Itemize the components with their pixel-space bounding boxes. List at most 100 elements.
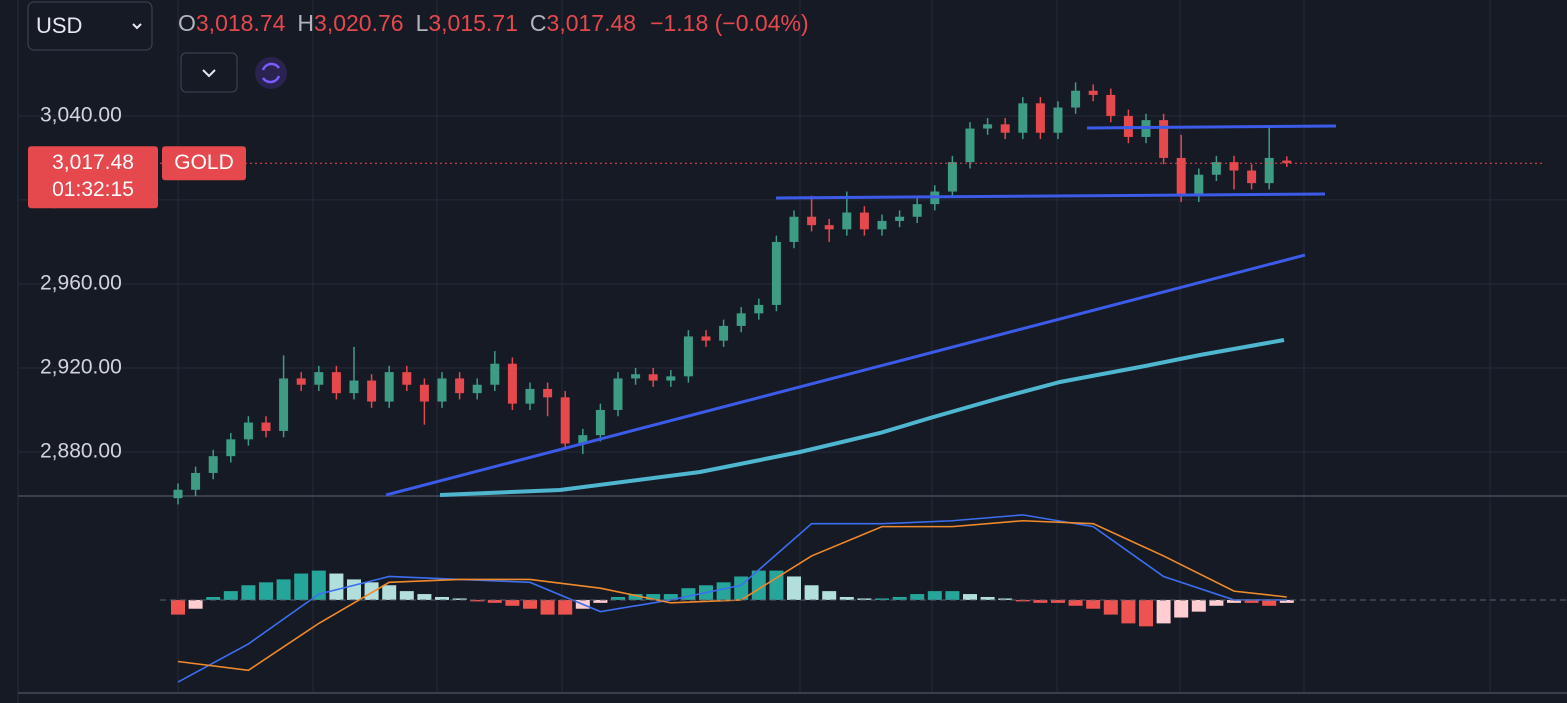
candle-body — [1053, 107, 1063, 133]
macd-histogram-bar — [1121, 599, 1136, 624]
collapse-icon — [202, 69, 216, 78]
candle-body — [983, 124, 993, 129]
macd-histogram-bar — [399, 591, 414, 600]
macd-histogram-bar — [1174, 599, 1189, 618]
candle-body — [243, 422, 253, 440]
resistance-line — [1086, 124, 1337, 130]
candle-body — [543, 388, 553, 398]
candle-body — [261, 422, 271, 431]
macd-histogram-bar — [223, 591, 238, 600]
candle-body — [455, 378, 465, 394]
macd-histogram-bar — [276, 579, 291, 600]
candle-body — [419, 384, 429, 402]
macd-histogram-bar — [505, 599, 520, 606]
currency: USD — [36, 13, 82, 38]
macd-histogram-bar — [1051, 599, 1065, 603]
y-tick-label: 2,960.00 — [40, 271, 122, 294]
candle-body — [912, 204, 922, 217]
macd-histogram-bar — [540, 599, 555, 615]
macd-histogram-bar — [1244, 599, 1259, 603]
refresh-button[interactable] — [255, 57, 287, 89]
support-line — [775, 192, 1326, 200]
candle-body — [965, 128, 975, 163]
candle-body — [1159, 120, 1169, 158]
candle-body — [1229, 162, 1239, 171]
macd-histogram-bar — [875, 598, 889, 600]
candle-body — [666, 376, 676, 381]
change: −1.18 (−0.04%) — [650, 10, 809, 36]
candle-body — [771, 241, 781, 305]
candle-body — [631, 374, 641, 379]
candle-body — [877, 220, 887, 230]
macd-line — [177, 514, 1287, 683]
candle-body — [349, 380, 359, 394]
macd-histogram-bar — [857, 598, 872, 600]
macd-histogram-bar — [787, 576, 801, 600]
candle-body — [1035, 103, 1045, 133]
macd-histogram-bar — [611, 596, 625, 600]
symbol-tag — [162, 146, 246, 181]
last-price-label: 3,017.48 — [52, 151, 134, 174]
macd-histogram-bar — [1262, 599, 1277, 606]
macd-histogram-bar — [1103, 599, 1118, 615]
macd-histogram-bar — [593, 599, 608, 603]
candle-body — [331, 372, 341, 394]
candle-body — [1194, 174, 1204, 196]
candle-body — [789, 216, 799, 242]
trend-line — [385, 253, 1306, 497]
candle-body — [736, 313, 746, 326]
select-arrow — [132, 23, 142, 30]
candle-body — [947, 162, 957, 192]
candle-body — [578, 435, 588, 444]
macd-histogram-bar — [1209, 599, 1224, 606]
candle-body — [208, 456, 218, 473]
candle-body — [560, 397, 570, 444]
candle-body — [1282, 160, 1292, 164]
collapse-button[interactable] — [180, 52, 238, 93]
candle-body — [1018, 103, 1028, 133]
candle-body — [226, 439, 236, 457]
candle-body — [402, 372, 412, 385]
macd-histogram-bar — [382, 585, 397, 600]
macd-histogram-bar — [1139, 599, 1153, 627]
candle-body — [472, 384, 482, 394]
macd-histogram-bar — [1068, 599, 1083, 606]
macd-histogram-bar — [769, 570, 784, 600]
currency-select[interactable] — [27, 1, 153, 51]
macd-histogram-bar — [646, 594, 661, 600]
macd-histogram-bar — [945, 591, 960, 600]
macd-histogram-bar — [347, 579, 361, 600]
candle-body — [367, 380, 377, 402]
macd-histogram-bar — [1086, 599, 1101, 609]
candle-body — [701, 336, 711, 341]
macd-histogram-bar — [311, 570, 326, 600]
candle-body — [1088, 90, 1098, 95]
ohlc-key: O — [178, 10, 196, 36]
macd-histogram-bar — [751, 570, 766, 600]
macd-histogram-bar — [1156, 599, 1171, 624]
candle-body — [314, 372, 324, 385]
vertical-grid — [177, 0, 1491, 692]
candle-body — [824, 225, 834, 230]
candle-body — [525, 388, 535, 404]
candle-body — [1106, 94, 1116, 116]
ohlc-header: O3,018.74 H3,020.76 L3,015.71 C3,017.48 −1.1… — [178, 10, 809, 36]
candle-body — [173, 489, 183, 499]
macd-histogram-bar — [804, 585, 819, 600]
symbol-label: GOLD — [174, 151, 234, 174]
moving-average — [439, 338, 1285, 497]
candle-body — [613, 378, 623, 410]
ohlc-key: C — [530, 10, 547, 36]
candle-body — [595, 409, 605, 436]
macd-histogram-bar — [206, 596, 221, 600]
candle-body — [1176, 157, 1186, 196]
macd-histogram-bar — [927, 591, 942, 600]
macd-histogram-bar — [980, 596, 995, 600]
y-tick-label: 3,040.00 — [40, 103, 122, 126]
macd-histogram-bar — [452, 598, 467, 600]
candle-body — [859, 212, 869, 230]
macd-histogram-bar — [470, 599, 485, 602]
macd-histogram-bar — [188, 599, 203, 609]
macd-histogram-bar — [822, 591, 837, 600]
